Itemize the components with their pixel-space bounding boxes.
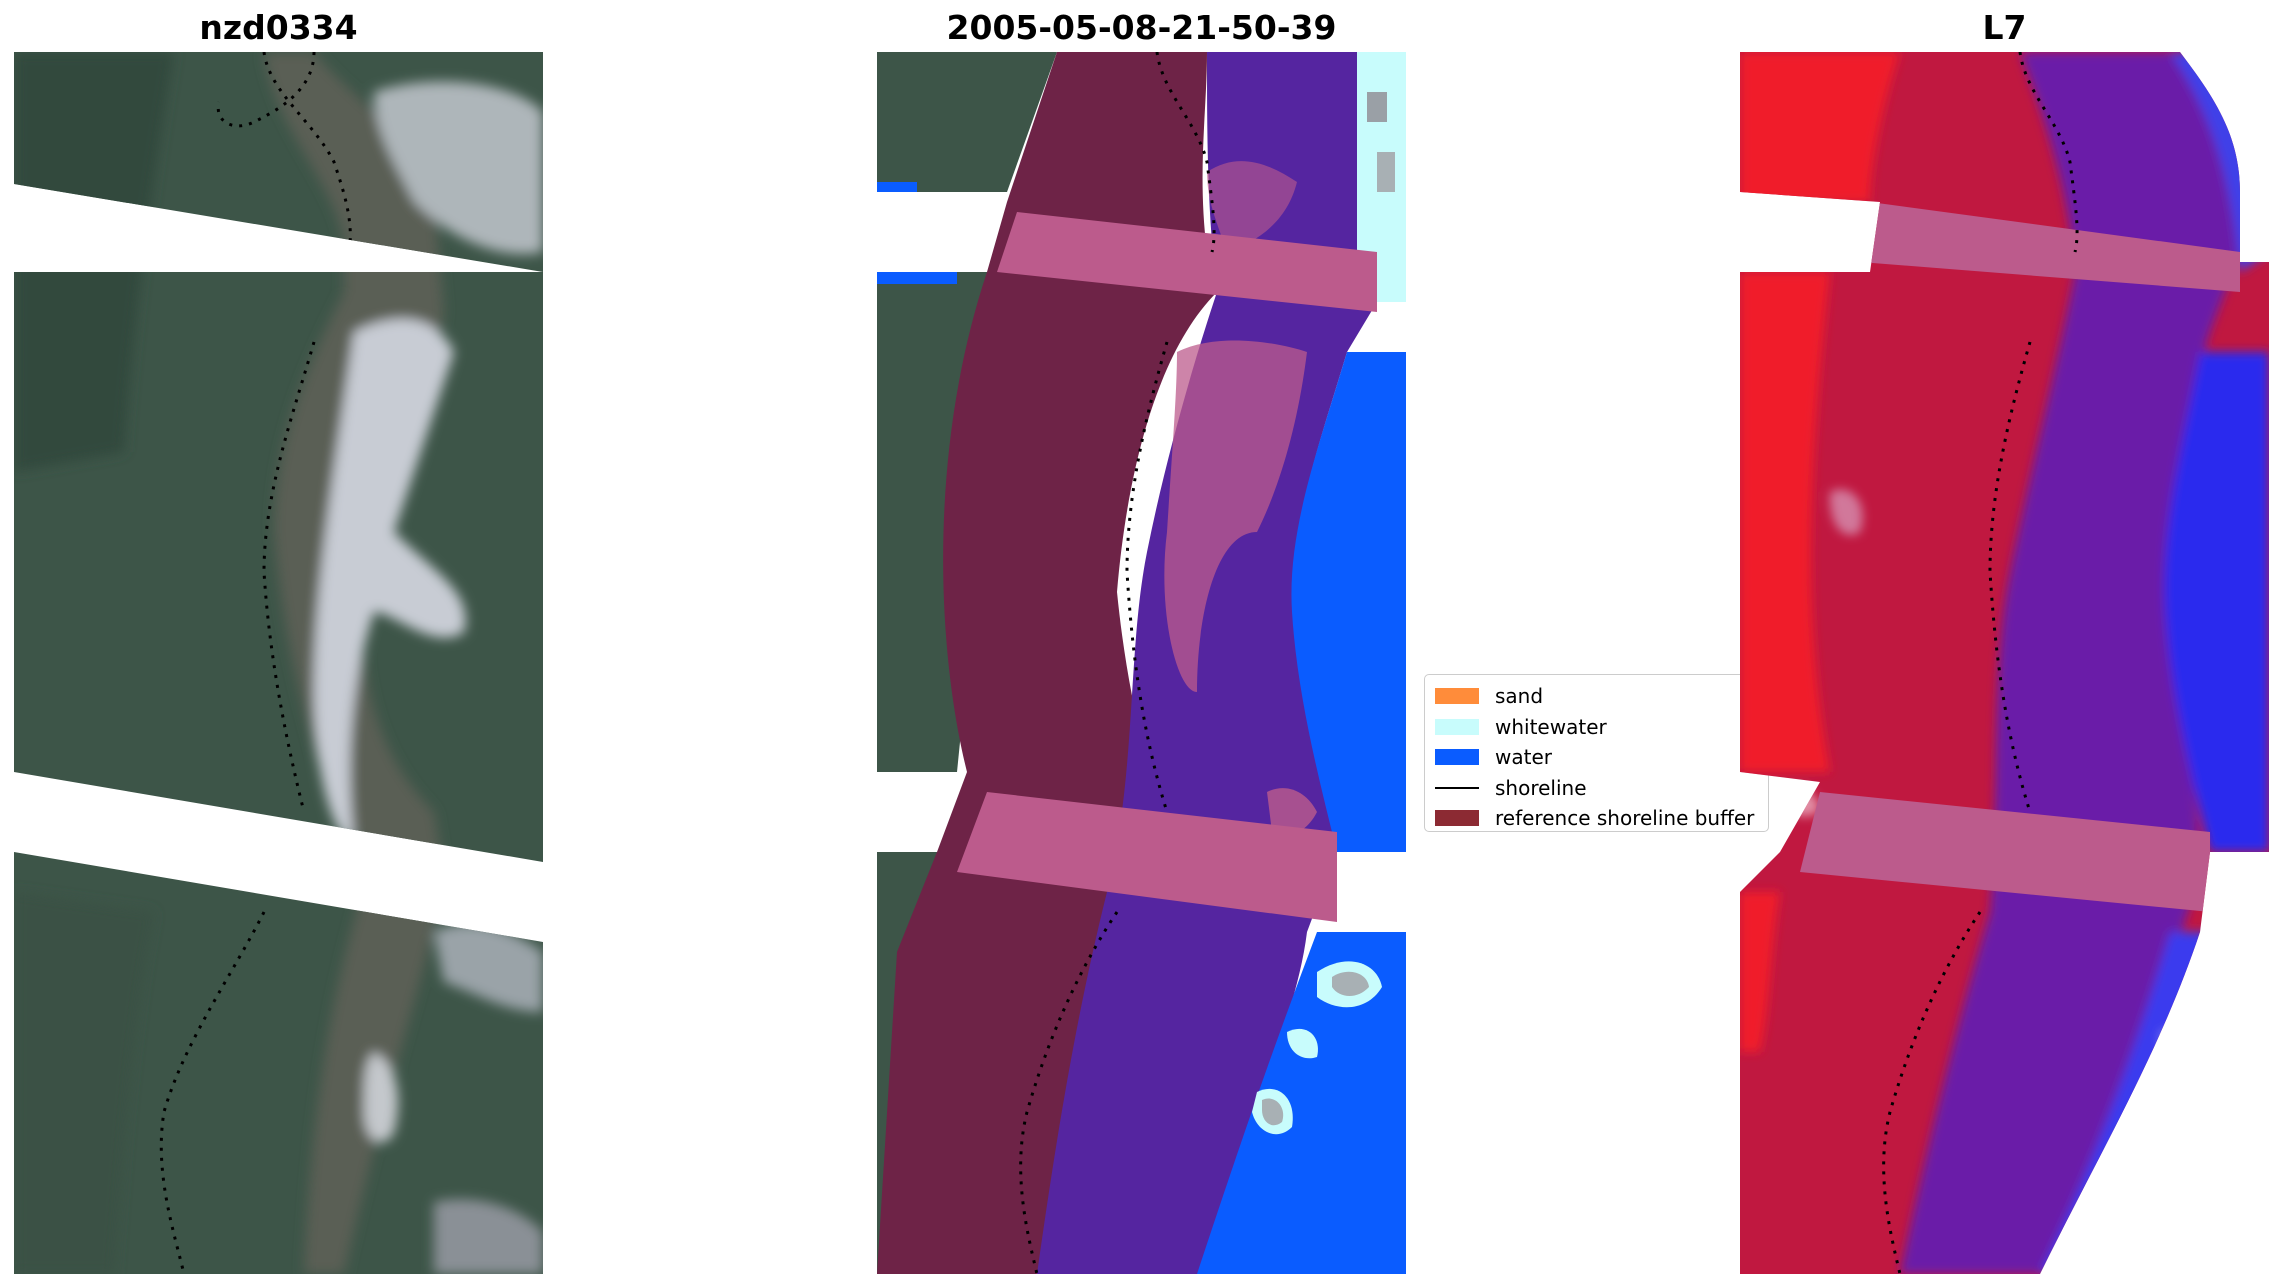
legend-item-shoreline: shoreline: [1435, 773, 1758, 804]
rgb-satellite-image: [14, 52, 543, 1274]
legend: sand whitewater water shoreline referenc…: [1424, 674, 1769, 832]
legend-item-reference-buffer: reference shoreline buffer: [1435, 803, 1758, 834]
legend-item-whitewater: whitewater: [1435, 712, 1758, 743]
panel-title-classified: 2005-05-08-21-50-39: [946, 8, 1337, 47]
legend-label-shoreline: shoreline: [1495, 775, 1587, 800]
whitewater-swatch: [1435, 718, 1479, 735]
index-image: [1740, 52, 2269, 1274]
classified-image-panel: [877, 52, 1406, 1274]
legend-item-sand: sand: [1435, 681, 1758, 712]
panel-title-index: L7: [1982, 8, 2027, 47]
panel-title-rgb: nzd0334: [199, 8, 358, 47]
water-swatch: [1435, 749, 1479, 766]
shoreline-line-swatch: [1435, 786, 1479, 789]
legend-label-water: water: [1495, 745, 1552, 770]
legend-label-sand: sand: [1495, 684, 1544, 709]
sand-swatch: [1435, 688, 1479, 705]
rgb-image-panel: [14, 52, 543, 1274]
legend-label-reference-buffer: reference shoreline buffer: [1495, 806, 1755, 831]
reference-buffer-swatch: [1435, 810, 1479, 827]
legend-item-water: water: [1435, 742, 1758, 773]
index-image-panel: [1740, 52, 2269, 1274]
classified-image: [877, 52, 1406, 1274]
legend-label-whitewater: whitewater: [1495, 714, 1607, 739]
